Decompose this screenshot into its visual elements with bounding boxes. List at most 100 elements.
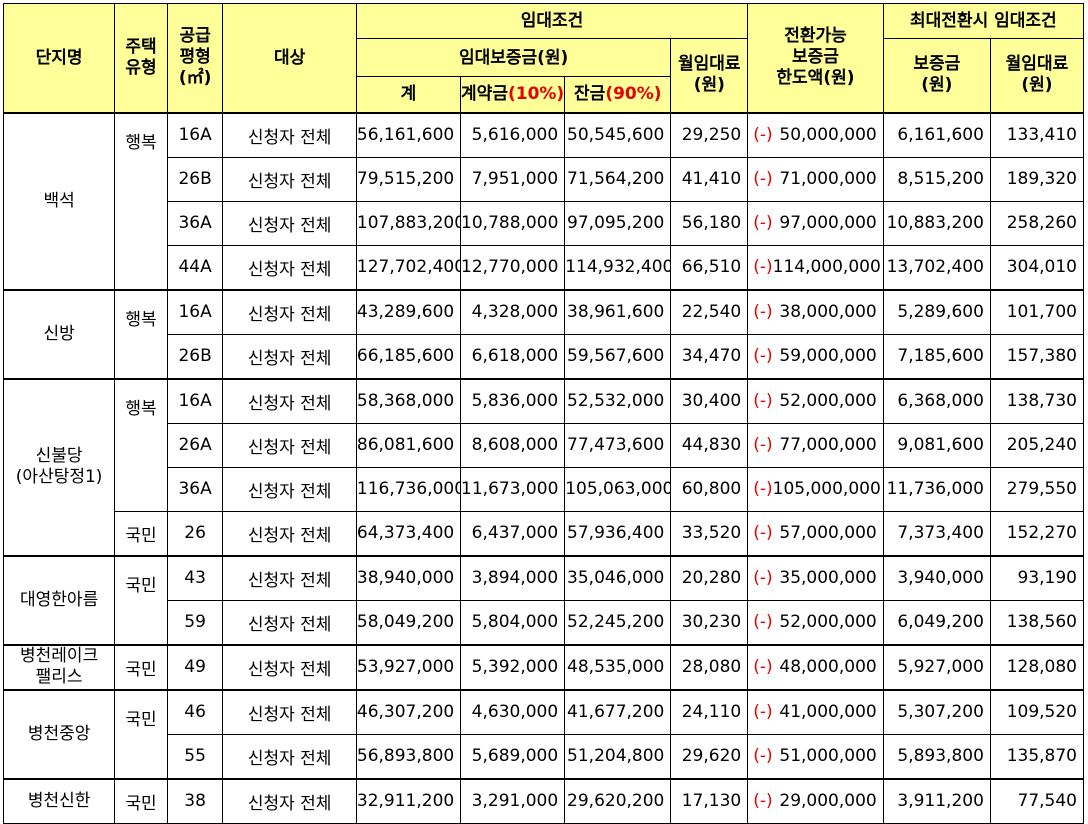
contract-cell: 8,608,000 — [460, 422, 566, 468]
target-cell: 신청자 전체 — [222, 510, 357, 556]
target-cell: 신청자 전체 — [222, 554, 357, 601]
table-row: 백석 행복 16A 신청자 전체 56,161,600 5,616,000 50,545,6… — [2, 111, 1085, 290]
table-row: 국민 26 신청자 전체 64,373,400 6,437,000 57,936,400 3… — [4, 510, 1085, 556]
contract-cell: 3,894,000 — [460, 554, 566, 601]
target-cell: 신청자 전체 — [222, 200, 357, 246]
max-deposit-cell: 6,161,600 — [882, 111, 991, 158]
deposit-total-cell: 46,307,200 — [355, 688, 462, 735]
minus-sign: (-) — [753, 169, 773, 189]
balance-cell: 57,936,400 — [564, 510, 672, 556]
monthly-rent-cell: 22,540 — [670, 288, 749, 335]
header-monthly-line1: 월임대료 — [678, 54, 741, 75]
convertible-limit-cell: (-) 38,000,000 — [747, 288, 884, 335]
deposit-total-cell: 79,515,200 — [355, 156, 462, 202]
balance-cell: 50,545,600 — [564, 111, 672, 158]
header-convertible-limit: 전환가능 보증금 한도액(원) — [747, 3, 884, 113]
area-cell: 49 — [166, 643, 224, 690]
deposit-total-cell: 56,161,600 — [355, 111, 462, 158]
convertible-limit-cell: (-) 105,000,000 — [747, 466, 884, 512]
contract-cell: 5,616,000 — [460, 111, 566, 158]
convertible-limit-content: (-) 77,000,000 — [749, 435, 883, 455]
table-row: 신방 행복 16A 신청자 전체 43,289,600 4,328,000 38,961,6… — [2, 288, 1085, 379]
contract-cell: 10,788,000 — [460, 200, 566, 246]
housing-type-cell: 행복 — [114, 111, 168, 290]
table-row: 병천레이크 팰리스 국민 49 신청자 전체 53,927,000 5,392,000 48… — [2, 643, 1085, 690]
monthly-rent-cell: 56,180 — [670, 200, 749, 246]
contract-cell: 5,804,000 — [460, 599, 566, 645]
minus-sign: (-) — [753, 125, 773, 145]
deposit-total-cell: 53,927,000 — [355, 643, 462, 690]
monthly-rent-cell: 60,800 — [670, 466, 749, 512]
area-cell: 26 — [166, 510, 224, 556]
convertible-limit-content: (-) 52,000,000 — [749, 391, 883, 411]
convertible-limit-cell: (-) 59,000,000 — [747, 333, 884, 379]
max-deposit-cell: 5,289,600 — [882, 288, 991, 335]
housing-type-cell: 국민 — [114, 643, 168, 690]
max-monthly-cell: 138,730 — [989, 377, 1085, 424]
complex-name-cell: 대영한아름 — [2, 554, 116, 645]
housing-type-cell: 국민 — [114, 777, 168, 824]
max-monthly-cell: 77,540 — [989, 777, 1085, 824]
housing-type-cell: 행복 — [114, 288, 168, 379]
table-row: 36A 신청자 전체 116,736,000 11,673,000 105,063,00… — [4, 466, 1085, 512]
max-deposit-cell: 11,736,000 — [882, 466, 991, 512]
area-cell: 26B — [166, 156, 224, 202]
convertible-limit-content: (-) 51,000,000 — [749, 746, 883, 766]
table-row: 병천중앙 국민 46 신청자 전체 46,307,200 4,630,000 41,677,… — [2, 688, 1085, 779]
header-target: 대상 — [222, 3, 357, 113]
minus-sign: (-) — [753, 612, 773, 632]
convertible-limit-cell: (-) 35,000,000 — [747, 554, 884, 601]
monthly-rent-cell: 30,230 — [670, 599, 749, 645]
target-cell: 신청자 전체 — [222, 777, 357, 824]
minus-sign: (-) — [753, 746, 773, 766]
convertible-limit-value: 35,000,000 — [779, 568, 877, 588]
area-cell: 26B — [166, 333, 224, 379]
complex-name: 병천중앙 — [27, 723, 91, 744]
area-cell: 16A — [166, 288, 224, 335]
convertible-limit-cell: (-) 97,000,000 — [747, 200, 884, 246]
convertible-limit-value: 41,000,000 — [779, 702, 877, 722]
header-max-deposit: 보증금 (원) — [882, 38, 991, 113]
convertible-limit-value: 29,000,000 — [779, 791, 877, 811]
area-cell: 55 — [166, 733, 224, 779]
balance-cell: 59,567,600 — [564, 333, 672, 379]
monthly-rent-cell: 66,510 — [670, 244, 749, 290]
convertible-limit-content: (-) 38,000,000 — [749, 302, 883, 322]
complex-name-cell: 병천중앙 — [2, 688, 116, 779]
max-deposit-cell: 5,307,200 — [882, 688, 991, 735]
convertible-limit-value: 52,000,000 — [779, 391, 877, 411]
target-cell: 신청자 전체 — [222, 466, 357, 512]
monthly-rent-cell: 28,080 — [670, 643, 749, 690]
balance-cell: 41,677,200 — [564, 688, 672, 735]
convertible-limit-cell: (-) 52,000,000 — [747, 377, 884, 424]
convertible-limit-content: (-) 57,000,000 — [749, 523, 883, 543]
convertible-limit-content: (-) 52,000,000 — [749, 612, 883, 632]
header-contract-label: 계약금 — [461, 84, 508, 105]
header-deposit-group: 임대보증금(원) — [355, 38, 672, 77]
contract-cell: 5,689,000 — [460, 733, 566, 779]
header-monthly-rent: 월임대료 (원) — [670, 38, 749, 113]
minus-sign: (-) — [753, 213, 773, 233]
target-cell: 신청자 전체 — [222, 599, 357, 645]
header-max-monthly-line1: 월임대료 — [1005, 54, 1069, 75]
max-monthly-cell: 101,700 — [989, 288, 1085, 335]
convertible-limit-cell: (-) 114,000,000 — [747, 244, 884, 290]
table-header: 단지명 주택 유형 공급 평형 (㎡) 대상 임대조건 전환가능 보증금 한도액… — [2, 3, 1085, 113]
header-max-monthly-line2: (원) — [1021, 75, 1053, 96]
header-balance-pct: (90%) — [605, 84, 662, 105]
minus-sign: (-) — [753, 346, 773, 366]
convertible-limit-cell: (-) 48,000,000 — [747, 643, 884, 690]
contract-cell: 7,951,000 — [460, 156, 566, 202]
deposit-total-cell: 116,736,000 — [355, 466, 462, 512]
header-area-line1: 공급 — [179, 26, 211, 47]
convertible-limit-content: (-) 97,000,000 — [749, 213, 883, 233]
header-contract-pct: (10%) — [507, 84, 565, 105]
area-cell: 38 — [166, 777, 224, 824]
contract-cell: 5,392,000 — [460, 643, 566, 690]
monthly-rent-cell: 41,410 — [670, 156, 749, 202]
header-area-line3: (㎡) — [178, 68, 212, 89]
balance-cell: 105,063,000 — [564, 466, 672, 512]
convertible-limit-content: (-) 59,000,000 — [749, 346, 883, 366]
housing-type-cell: 국민 — [114, 688, 168, 779]
monthly-rent-cell: 33,520 — [670, 510, 749, 556]
